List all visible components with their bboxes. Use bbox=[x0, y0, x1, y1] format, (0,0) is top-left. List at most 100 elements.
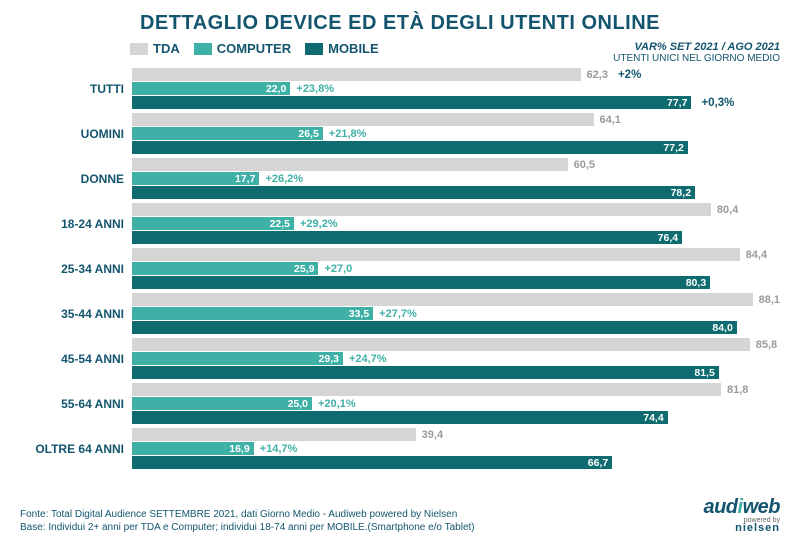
chart-row: DONNE60,517,7+26,2%78,2 bbox=[20, 158, 780, 200]
variation-computer: +24,7% bbox=[349, 353, 387, 365]
chart-title: DETTAGLIO DEVICE ED ETÀ DEGLI UTENTI ONL… bbox=[20, 12, 780, 35]
chart-row: OLTRE 64 ANNI 39,4 16,9 +14,7% 66,7 bbox=[20, 428, 780, 470]
nielsen-logo: nielsen bbox=[703, 522, 780, 534]
value-tda: 60,5 bbox=[574, 159, 595, 171]
variation-computer: +23,8% bbox=[296, 83, 334, 95]
value-tda: 88,1 bbox=[759, 294, 780, 306]
bar-mobile: 77,2 bbox=[132, 141, 688, 154]
bar-mobile: 66,7 bbox=[132, 456, 612, 469]
row-bars: 62,3 +2% 22,0 +23,8%77,7 +0,3% bbox=[132, 68, 780, 110]
row-bars: 84,425,9+27,080,3 bbox=[132, 248, 780, 290]
row-bars: 88,133,5+27,7%84,0 bbox=[132, 293, 780, 335]
value-mobile: 66,7 bbox=[588, 457, 608, 469]
header-row: TDA COMPUTER MOBILE VAR% SET 2021 / AGO … bbox=[20, 41, 780, 64]
variation-line2: UTENTI UNICI NEL GIORNO MEDIO bbox=[613, 53, 780, 64]
bar-computer: 22,0 bbox=[132, 82, 290, 95]
row-bars: 39,4 16,9 +14,7% 66,7 bbox=[132, 428, 780, 470]
chart-row: 35-44 ANNI88,133,5+27,7%84,0 bbox=[20, 293, 780, 335]
legend-mobile: MOBILE bbox=[305, 41, 379, 56]
chart-row: UOMINI 64,1 26,5 +21,8% 77,2 bbox=[20, 113, 780, 155]
value-mobile: 81,5 bbox=[694, 367, 714, 379]
value-computer: 25,0 bbox=[288, 398, 308, 410]
row-bars: 80,4 22,5 +29,2% 76,4 bbox=[132, 203, 780, 245]
bar-chart: TUTTI62,3+2%22,0+23,8%77,7+0,3%UOMINI64,… bbox=[20, 68, 780, 470]
chart-row: 25-34 ANNI84,425,9+27,080,3 bbox=[20, 248, 780, 290]
value-tda: 84,4 bbox=[746, 249, 767, 261]
value-mobile: 80,3 bbox=[686, 277, 706, 289]
value-computer: 17,7 bbox=[235, 173, 255, 185]
value-tda: 64,1 bbox=[600, 114, 621, 126]
chart-row: TUTTI62,3+2%22,0+23,8%77,7+0,3% bbox=[20, 68, 780, 110]
row-label: OLTRE 64 ANNI bbox=[20, 442, 132, 456]
bar-mobile: 76,4 bbox=[132, 231, 682, 244]
footer-line1: Fonte: Total Digital Audience SETTEMBRE … bbox=[20, 508, 475, 521]
bar-tda bbox=[132, 383, 721, 396]
value-tda: 81,8 bbox=[727, 384, 748, 396]
value-tda: 39,4 bbox=[422, 429, 443, 441]
row-bars: 60,517,7+26,2%78,2 bbox=[132, 158, 780, 200]
bar-computer: 29,3 bbox=[132, 352, 343, 365]
bar-tda bbox=[132, 158, 568, 171]
value-computer: 33,5 bbox=[349, 308, 369, 320]
bar-computer: 25,9 bbox=[132, 262, 318, 275]
bar-tda bbox=[132, 68, 581, 81]
value-mobile: 74,4 bbox=[643, 412, 663, 424]
bar-computer: 16,9 bbox=[132, 442, 254, 455]
variation-computer: +14,7% bbox=[260, 443, 298, 455]
audiweb-logo: audiweb bbox=[703, 496, 780, 519]
bar-computer: 22,5 bbox=[132, 217, 294, 230]
row-label: 55-64 ANNI bbox=[20, 397, 132, 411]
row-bars: 81,8 25,0 +20,1% 74,4 bbox=[132, 383, 780, 425]
variation-mobile: +0,3% bbox=[701, 97, 734, 109]
value-mobile: 76,4 bbox=[658, 232, 678, 244]
legend: TDA COMPUTER MOBILE bbox=[130, 41, 379, 56]
logo-area: audiweb powered by nielsen bbox=[703, 496, 780, 534]
bar-tda bbox=[132, 248, 740, 261]
bar-tda bbox=[132, 338, 750, 351]
row-label: 18-24 ANNI bbox=[20, 217, 132, 231]
value-computer: 22,5 bbox=[270, 218, 290, 230]
legend-label-mobile: MOBILE bbox=[328, 41, 379, 56]
value-computer: 25,9 bbox=[294, 263, 314, 275]
audiweb-part3: web bbox=[743, 496, 780, 518]
value-tda: 80,4 bbox=[717, 204, 738, 216]
variation-computer: +29,2% bbox=[300, 218, 338, 230]
variation-tda: +2% bbox=[618, 69, 641, 81]
value-mobile: 78,2 bbox=[671, 187, 691, 199]
bar-tda bbox=[132, 113, 594, 126]
audiweb-part1: aud bbox=[703, 496, 737, 518]
bar-tda bbox=[132, 203, 711, 216]
row-label: DONNE bbox=[20, 172, 132, 186]
bar-mobile: 77,7 bbox=[132, 96, 691, 109]
value-computer: 22,0 bbox=[266, 83, 286, 95]
legend-label-computer: COMPUTER bbox=[217, 41, 291, 56]
footer-line2: Base: Individui 2+ anni per TDA e Comput… bbox=[20, 521, 475, 534]
legend-swatch-mobile bbox=[305, 43, 323, 55]
value-tda: 85,8 bbox=[756, 339, 777, 351]
value-mobile: 84,0 bbox=[712, 322, 732, 334]
variation-header: VAR% SET 2021 / AGO 2021 UTENTI UNICI NE… bbox=[613, 41, 780, 64]
legend-computer: COMPUTER bbox=[194, 41, 291, 56]
legend-label-tda: TDA bbox=[153, 41, 180, 56]
legend-tda: TDA bbox=[130, 41, 180, 56]
chart-row: 18-24 ANNI 80,4 22,5 +29,2% 76,4 bbox=[20, 203, 780, 245]
row-bars: 64,1 26,5 +21,8% 77,2 bbox=[132, 113, 780, 155]
variation-line1: VAR% SET 2021 / AGO 2021 bbox=[613, 41, 780, 53]
row-bars: 85,8 29,3 +24,7% 81,5 bbox=[132, 338, 780, 380]
bar-computer: 33,5 bbox=[132, 307, 373, 320]
chart-row: 45-54 ANNI 85,8 29,3 +24,7% 81,5 bbox=[20, 338, 780, 380]
row-label: UOMINI bbox=[20, 127, 132, 141]
row-label: 45-54 ANNI bbox=[20, 352, 132, 366]
variation-computer: +20,1% bbox=[318, 398, 356, 410]
value-tda: 62,3 bbox=[587, 69, 608, 81]
bar-mobile: 81,5 bbox=[132, 366, 719, 379]
bar-mobile: 80,3 bbox=[132, 276, 710, 289]
bar-computer: 17,7 bbox=[132, 172, 259, 185]
value-mobile: 77,2 bbox=[663, 142, 683, 154]
bar-mobile: 74,4 bbox=[132, 411, 668, 424]
value-computer: 16,9 bbox=[229, 443, 249, 455]
bar-computer: 26,5 bbox=[132, 127, 323, 140]
legend-swatch-tda bbox=[130, 43, 148, 55]
variation-computer: +21,8% bbox=[329, 128, 367, 140]
value-computer: 26,5 bbox=[298, 128, 318, 140]
